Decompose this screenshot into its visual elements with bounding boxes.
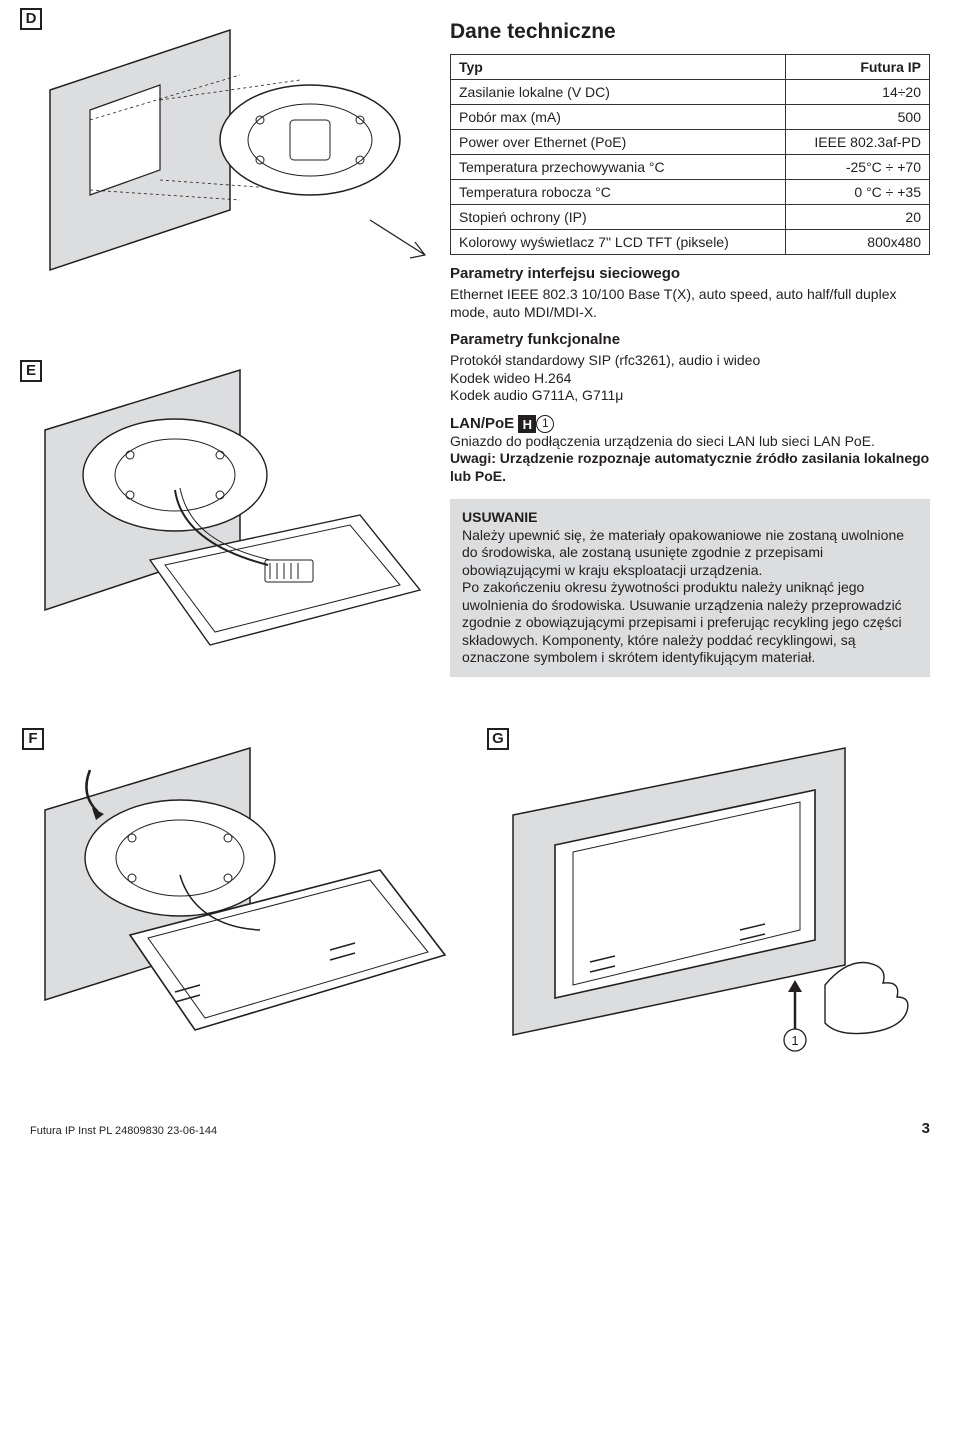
lanpoe-text: Gniazdo do podłączenia urządzenia do sie… — [450, 433, 930, 451]
table-row: Temperatura robocza °C0 °C ÷ +35 — [451, 180, 930, 205]
diagram-wiring-icon — [30, 360, 430, 680]
notice-body: Należy upewnić się, że materiały opakowa… — [462, 527, 918, 667]
figure-E — [30, 360, 430, 680]
table-row: Zasilanie lokalne (V DC)14÷20 — [451, 80, 930, 105]
notice-title: USUWANIE — [462, 509, 918, 527]
lanpoe-heading: LAN/PoE H1 — [450, 415, 930, 433]
diagram-mounting-icon — [30, 20, 430, 300]
svg-text:1: 1 — [791, 1033, 798, 1048]
func-l3: Kodek audio G711A, G711μ — [450, 387, 930, 405]
figure-D — [30, 20, 430, 300]
lanpoe-note: Uwagi: Urządzenie rozpoznaje automatyczn… — [450, 450, 930, 485]
lanpoe-label: LAN/PoE — [450, 415, 514, 432]
figure-F — [30, 740, 460, 1060]
func-l2: Kodek wideo H.264 — [450, 370, 930, 388]
table-row: Stopień ochrony (IP)20 — [451, 205, 930, 230]
ref-label-H: H — [518, 415, 536, 433]
ref-circle-1: 1 — [536, 415, 554, 433]
th-typ: Typ — [451, 55, 786, 80]
table-row: Power over Ethernet (PoE)IEEE 802.3af-PD — [451, 130, 930, 155]
page-number: 3 — [922, 1120, 930, 1137]
footer-left: Futura IP Inst PL 24809830 23-06-144 — [30, 1125, 217, 1137]
th-futura: Futura IP — [785, 55, 929, 80]
table-row: Temperatura przechowywania °C-25°C ÷ +70 — [451, 155, 930, 180]
table-row: Pobór max (mA)500 — [451, 105, 930, 130]
table-row: Kolorowy wyświetlacz 7" LCD TFT (piksele… — [451, 230, 930, 255]
section-title: Dane techniczne — [450, 20, 930, 44]
disposal-notice: USUWANIE Należy upewnić się, że materiał… — [450, 499, 930, 677]
net-title: Parametry interfejsu sieciowego — [450, 265, 930, 282]
net-text: Ethernet IEEE 802.3 10/100 Base T(X), au… — [450, 286, 930, 321]
diagram-snap-icon: 1 — [495, 740, 925, 1060]
func-l1: Protokół standardowy SIP (rfc3261), audi… — [450, 352, 930, 370]
spec-table: Typ Futura IP Zasilanie lokalne (V DC)14… — [450, 54, 930, 255]
func-title: Parametry funkcjonalne — [450, 331, 930, 348]
diagram-attach-icon — [30, 740, 460, 1060]
figure-G: 1 — [495, 740, 925, 1060]
